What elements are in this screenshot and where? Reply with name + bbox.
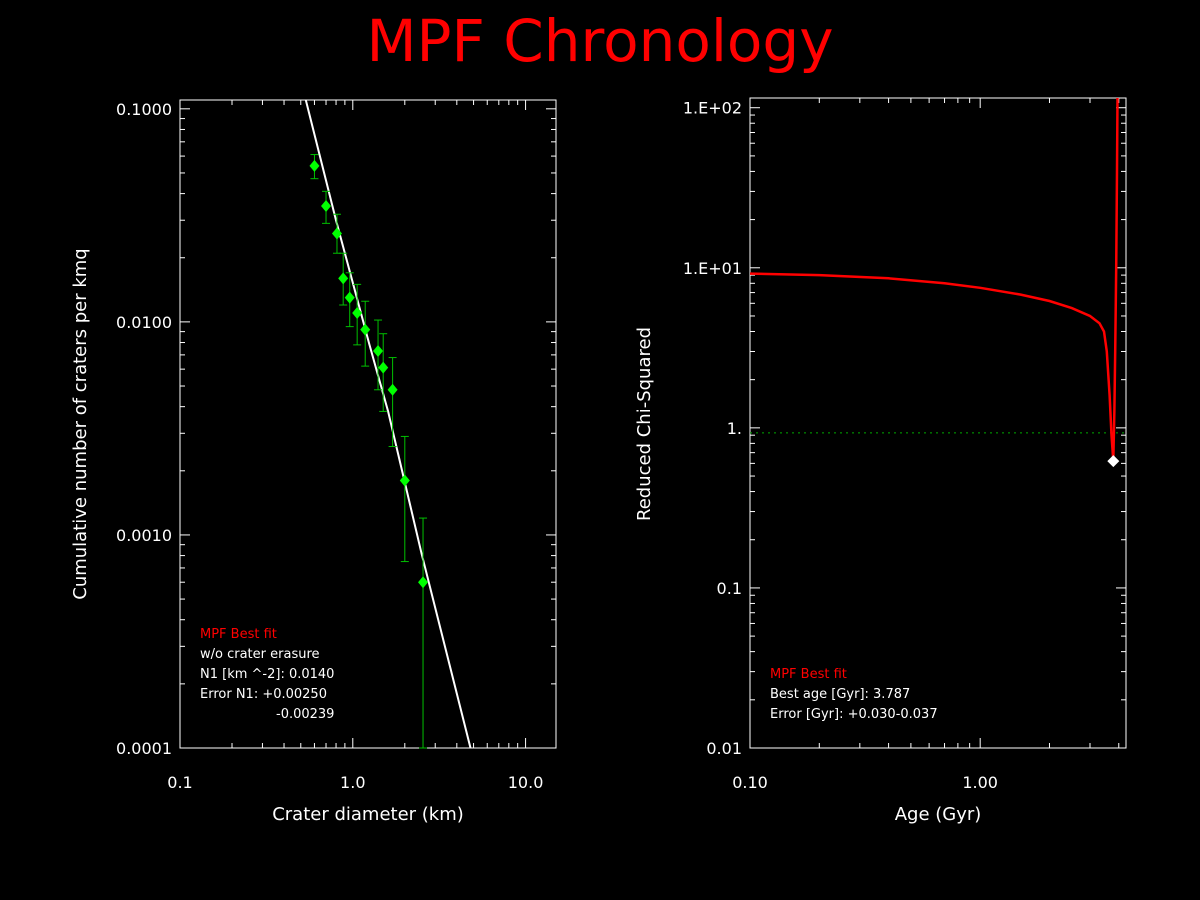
page-title: MPF Chronology (366, 7, 834, 75)
chi-legend-line: Best age [Gyr]: 3.787 (770, 687, 910, 702)
chi-plot-ytick-label: 0.1 (717, 579, 742, 598)
crater-legend-line: -0.00239 (276, 707, 334, 722)
crater-plot-ytick-label: 0.0100 (116, 313, 172, 332)
crater-plot-ytick-label: 0.0010 (116, 526, 172, 545)
chi-plot-ytick-label: 1. (727, 419, 742, 438)
crater-legend-heading: MPF Best fit (200, 627, 277, 642)
crater-plot-xtick-label: 0.1 (167, 773, 192, 792)
data-point (418, 576, 429, 589)
crater-legend-line: w/o crater erasure (200, 647, 320, 662)
crater-plot-xtick-label: 10.0 (508, 773, 544, 792)
best-fit-point (1107, 455, 1120, 468)
chi-plot-legend: MPF Best fit Best age [Gyr]: 3.787 Error… (770, 667, 938, 722)
data-point (321, 199, 332, 212)
chi-plot-xtick-label: 1.00 (962, 773, 998, 792)
crater-plot-ytick-label: 0.0001 (116, 739, 172, 758)
chi-legend-line: Error [Gyr]: +0.030-0.037 (770, 707, 938, 722)
data-point (352, 307, 363, 320)
chi-plot-ylabel: Reduced Chi-Squared (634, 327, 655, 521)
chi-plot-ytick-label: 0.01 (706, 739, 742, 758)
data-point (373, 344, 384, 357)
chi-plot-frame (749, 97, 1127, 749)
data-point (331, 227, 342, 240)
chi-plot-ytick-label: 1.E+01 (683, 259, 742, 278)
crater-plot-frame (179, 99, 557, 749)
crater-plot-xlabel: Crater diameter (km) (272, 804, 464, 825)
data-point (309, 159, 320, 172)
crater-plot: 0.1 1.0 10.0 0.0001 0.0010 0.0100 0.1000 Crate… (70, 99, 557, 825)
data-point (387, 383, 398, 396)
crater-plot-legend: MPF Best fit w/o crater erasure N1 [km ^… (200, 627, 334, 722)
crater-plot-ytick-label: 0.1000 (116, 100, 172, 119)
crater-legend-line: Error N1: +0.00250 (200, 687, 327, 702)
data-point (399, 474, 410, 487)
fit-line (304, 99, 472, 749)
data-point (378, 361, 389, 374)
chi-squared-curve (749, 97, 1119, 462)
data-point (360, 323, 371, 336)
chi-legend-heading: MPF Best fit (770, 667, 847, 682)
data-point (344, 291, 355, 304)
crater-plot-ylabel: Cumulative number of craters per kmq (70, 248, 91, 599)
chi-plot-ytick-label: 1.E+02 (683, 99, 742, 118)
crater-legend-line: N1 [km ^-2]: 0.0140 (200, 667, 334, 682)
crater-plot-xtick-label: 1.0 (340, 773, 365, 792)
chi-squared-plot: 0.10 1.000.010.11.1.E+011.E+02 Age (Gyr) … (634, 97, 1127, 825)
data-point (338, 272, 349, 285)
chi-plot-xlabel: Age (Gyr) (895, 804, 982, 825)
chi-plot-xtick-label: 0.10 (732, 773, 768, 792)
